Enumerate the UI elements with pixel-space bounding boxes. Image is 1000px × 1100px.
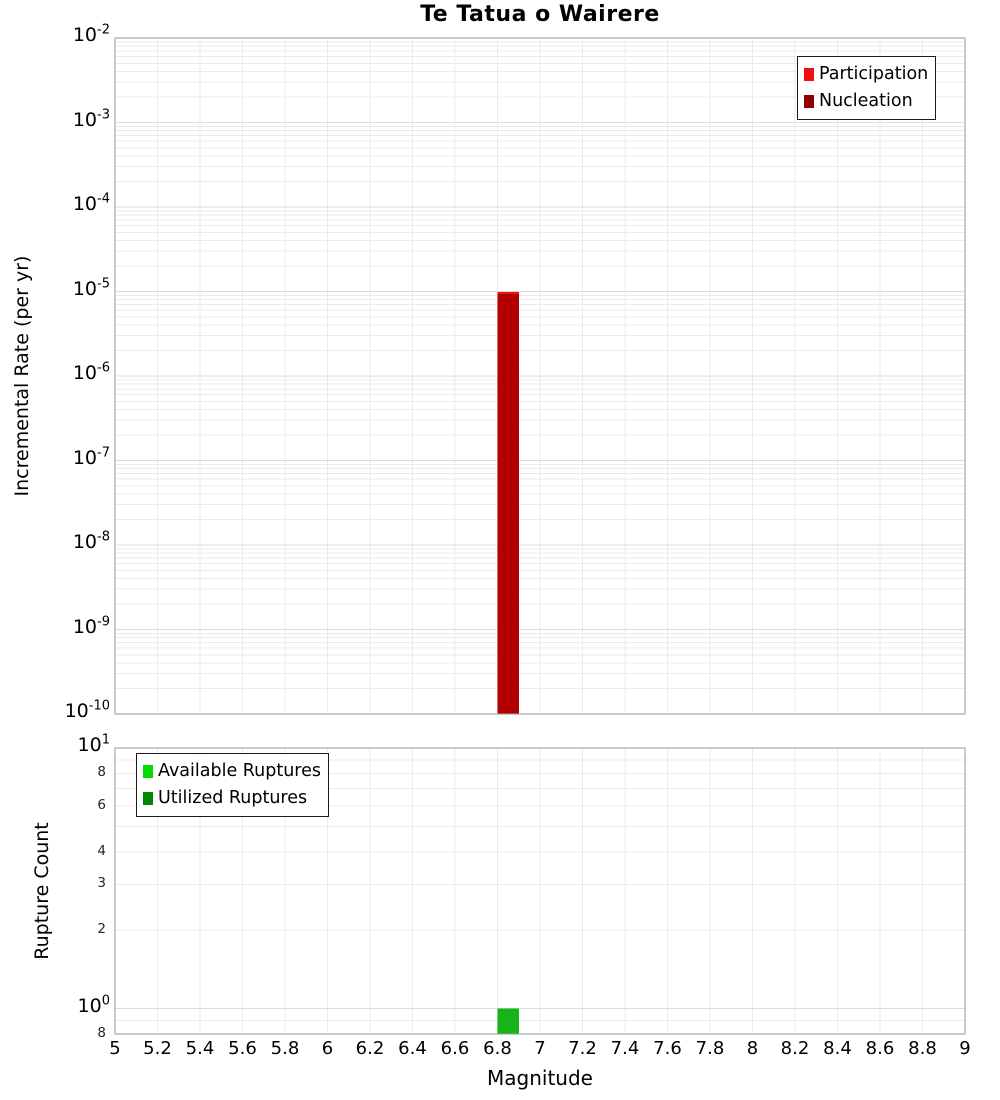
- y-minor-tick-label-6: 6: [97, 796, 106, 813]
- y-minor-tick-label-3: 3: [97, 875, 106, 892]
- x-tick-label-8: 8: [746, 1038, 759, 1059]
- y-tick-label-1e1: 101: [77, 732, 110, 756]
- y-tick-label-1e-10: 10-10: [64, 698, 110, 722]
- y-minor-tick-label-4: 4: [97, 842, 106, 859]
- legend-label-utilized-ruptures: Utilized Ruptures: [158, 787, 308, 808]
- x-tick-label-5.4: 5.4: [185, 1038, 215, 1059]
- rupture-count-axis-label: Rupture Count: [31, 822, 53, 960]
- legend-label-available-ruptures: Available Ruptures: [158, 760, 321, 781]
- legend-label-participation: Participation: [819, 63, 929, 84]
- x-tick-label-7.4: 7.4: [610, 1038, 640, 1059]
- chart-title: Te Tatua o Wairere: [420, 2, 660, 27]
- available-ruptures-swatch-icon: [143, 765, 153, 778]
- legend-item-participation: Participation: [804, 61, 928, 88]
- utilized-ruptures-bar: [497, 1008, 519, 1034]
- x-tick-label-6: 6: [321, 1038, 334, 1059]
- y-tick-label-1e-5: 10-5: [72, 276, 110, 300]
- x-tick-label-9: 9: [959, 1038, 971, 1059]
- y-tick-label-1e-2: 10-2: [72, 22, 110, 46]
- x-tick-label-8.6: 8.6: [865, 1038, 895, 1059]
- y-minor-tick-label-2: 2: [97, 921, 106, 938]
- participation-swatch-icon: [804, 68, 814, 81]
- x-tick-label-6.4: 6.4: [398, 1038, 427, 1059]
- utilized-ruptures-swatch-icon: [143, 792, 153, 805]
- magnitude-axis-label: Magnitude: [487, 1066, 593, 1090]
- y-minor-tick-label-0.8: 8: [97, 1025, 106, 1041]
- x-tick-label-8.4: 8.4: [823, 1038, 852, 1059]
- nucleation-swatch-icon: [804, 95, 814, 108]
- y-tick-label-1e-7: 10-7: [72, 445, 110, 469]
- y-tick-label-1e-8: 10-8: [72, 529, 110, 553]
- x-tick-label-7.8: 7.8: [695, 1038, 725, 1059]
- x-tick-label-7: 7: [534, 1038, 546, 1059]
- legend-item-nucleation: Nucleation: [804, 88, 928, 115]
- x-tick-label-8.8: 8.8: [908, 1038, 937, 1059]
- y-tick-label-1e0: 100: [77, 993, 110, 1017]
- x-tick-label-6.2: 6.2: [355, 1038, 385, 1059]
- legend-item-available-ruptures: Available Ruptures: [143, 758, 321, 785]
- legend-item-utilized-ruptures: Utilized Ruptures: [143, 785, 321, 812]
- x-tick-label-6.6: 6.6: [440, 1038, 470, 1059]
- x-tick-label-5: 5: [109, 1038, 121, 1059]
- x-tick-label-7.6: 7.6: [653, 1038, 682, 1059]
- plot-border: [114, 37, 966, 715]
- x-tick-label-5.6: 5.6: [228, 1038, 257, 1059]
- y-tick-label-1e-9: 10-9: [72, 614, 110, 638]
- x-tick-label-6.8: 6.8: [483, 1038, 512, 1059]
- y-tick-label-1e-4: 10-4: [72, 191, 110, 215]
- y-minor-tick-label-8: 8: [97, 764, 106, 781]
- rupture-legend: Available Ruptures Utilized Ruptures: [136, 753, 329, 817]
- x-tick-label-7.2: 7.2: [568, 1038, 597, 1059]
- y-tick-label-1e-6: 10-6: [72, 360, 110, 384]
- y-tick-label-1e-3: 10-3: [72, 107, 110, 131]
- x-tick-label-5.8: 5.8: [270, 1038, 300, 1059]
- rate-legend: Participation Nucleation: [797, 56, 937, 120]
- x-tick-label-8.2: 8.2: [780, 1038, 810, 1059]
- nucleation-bar: [497, 293, 519, 714]
- x-tick-label-5.2: 5.2: [143, 1038, 172, 1059]
- legend-label-nucleation: Nucleation: [819, 90, 913, 111]
- plot-border: [114, 747, 966, 1035]
